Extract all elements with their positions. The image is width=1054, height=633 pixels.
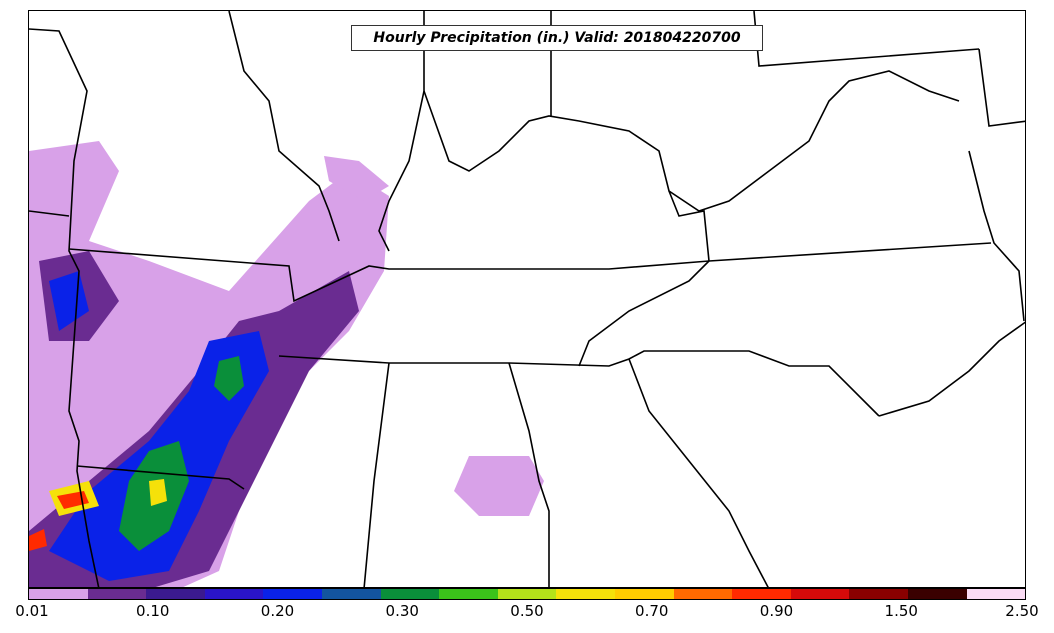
state-boundaries xyxy=(29,11,1025,587)
colorbar-tick-label: 0.90 xyxy=(759,602,794,620)
colorbar-tick-label: 2.50 xyxy=(1005,602,1039,620)
colorbar-segment xyxy=(263,589,322,599)
colorbar-segment xyxy=(497,589,557,599)
colorbar-segment xyxy=(732,589,791,599)
colorbar-segment xyxy=(849,589,908,599)
colorbar-segment xyxy=(439,589,498,599)
colorbar-segment xyxy=(556,589,615,599)
colorbar-tick-label: 0.30 xyxy=(385,602,419,620)
precip-light-patch xyxy=(324,156,389,201)
precip-field xyxy=(29,141,544,587)
precip-green-region xyxy=(119,356,244,551)
colorbar-segment xyxy=(87,589,147,599)
colorbar-tick-label: 0.70 xyxy=(635,602,669,620)
colorbar-tick-label: 0.50 xyxy=(510,602,544,620)
colorbar-segment xyxy=(790,589,850,599)
colorbar-segment xyxy=(907,589,967,599)
colorbar-tick-label: 1.50 xyxy=(884,602,918,620)
precipitation-map: Hourly Precipitation (in.) Valid: 201804… xyxy=(28,10,1026,588)
precip-light-patch xyxy=(454,456,544,516)
colorbar-segment xyxy=(966,589,1026,599)
colorbar-tick-label: 0.20 xyxy=(260,602,295,620)
colorbar-segment xyxy=(380,589,440,599)
colorbar-segment xyxy=(673,589,733,599)
colorbar-tick-label: 0.01 xyxy=(15,602,49,620)
precip-red-core xyxy=(29,491,89,551)
colorbar-segment xyxy=(321,589,381,599)
colorbar-segment xyxy=(29,589,88,599)
colorbar-segment xyxy=(204,589,264,599)
colorbar-segment xyxy=(146,589,205,599)
colorbar-tick-labels: 0.01 0.10 0.20 0.30 0.50 0.70 0.90 1.50 2.50 xyxy=(0,602,1054,626)
colorbar-segment xyxy=(614,589,674,599)
map-canvas xyxy=(29,11,1025,587)
map-title: Hourly Precipitation (in.) Valid: 201804… xyxy=(351,25,763,51)
precip-blue-region xyxy=(49,271,269,581)
precip-yellow-region xyxy=(49,479,167,516)
colorbar-tick-label: 0.10 xyxy=(136,602,170,620)
colorbar xyxy=(28,588,1026,600)
